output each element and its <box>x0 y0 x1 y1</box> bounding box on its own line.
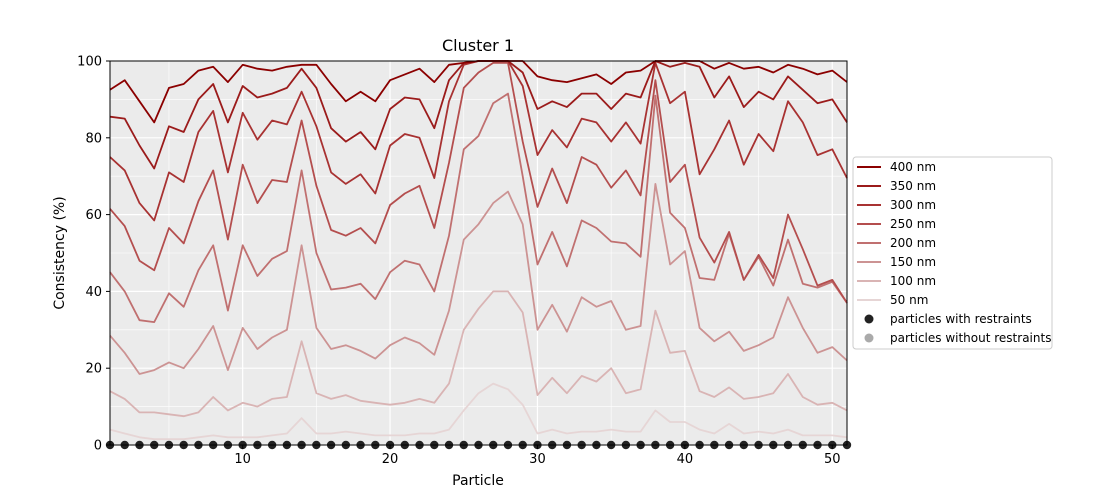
legend-label: 200 nm <box>890 236 936 250</box>
x-axis-label: Particle <box>452 473 504 489</box>
y-tick-label: 80 <box>85 131 102 146</box>
legend-label: particles with restraints <box>890 312 1032 326</box>
y-tick-label: 100 <box>77 55 102 70</box>
x-tick-label: 30 <box>529 452 546 467</box>
legend-label: 100 nm <box>890 274 936 288</box>
series-line-100-nm <box>109 290 848 418</box>
y-tick-label: 40 <box>85 285 102 300</box>
series-line-200-nm <box>109 92 848 324</box>
legend-label: 400 nm <box>890 160 936 174</box>
y-tick-label: 60 <box>85 208 102 223</box>
plot-frame <box>109 60 848 446</box>
chart-title: Cluster 1 <box>442 36 514 55</box>
legend-label: 150 nm <box>890 255 936 269</box>
series-line-50-nm <box>109 382 848 441</box>
legend-label: 50 nm <box>890 293 928 307</box>
legend-label: 300 nm <box>890 198 936 212</box>
y-ticks: 0 20 40 60 80 100 <box>77 55 110 454</box>
y-axis-label: Consistency (%) <box>52 196 68 309</box>
x-tick-label: 50 <box>824 452 841 467</box>
legend-swatch-dot <box>864 333 874 343</box>
legend: 400 nm 350 nm 300 nm 250 nm 200 nm 150 nm 100 … <box>852 156 1053 350</box>
y-tick-label: 20 <box>85 362 102 377</box>
legend-label: particles without restraints <box>890 331 1051 345</box>
series-line-250-nm <box>109 62 848 304</box>
x-ticks: 10 20 30 40 50 <box>234 445 841 467</box>
legend-label: 250 nm <box>890 217 936 231</box>
legend-box <box>852 156 1053 350</box>
x-tick-label: 10 <box>234 452 251 467</box>
legend-label: 350 nm <box>890 179 936 193</box>
legend-swatch-dot <box>864 314 874 324</box>
x-tick-label: 40 <box>677 452 694 467</box>
y-tick-label: 0 <box>94 439 102 454</box>
x-tick-label: 20 <box>382 452 399 467</box>
series-line-150-nm <box>109 182 848 375</box>
